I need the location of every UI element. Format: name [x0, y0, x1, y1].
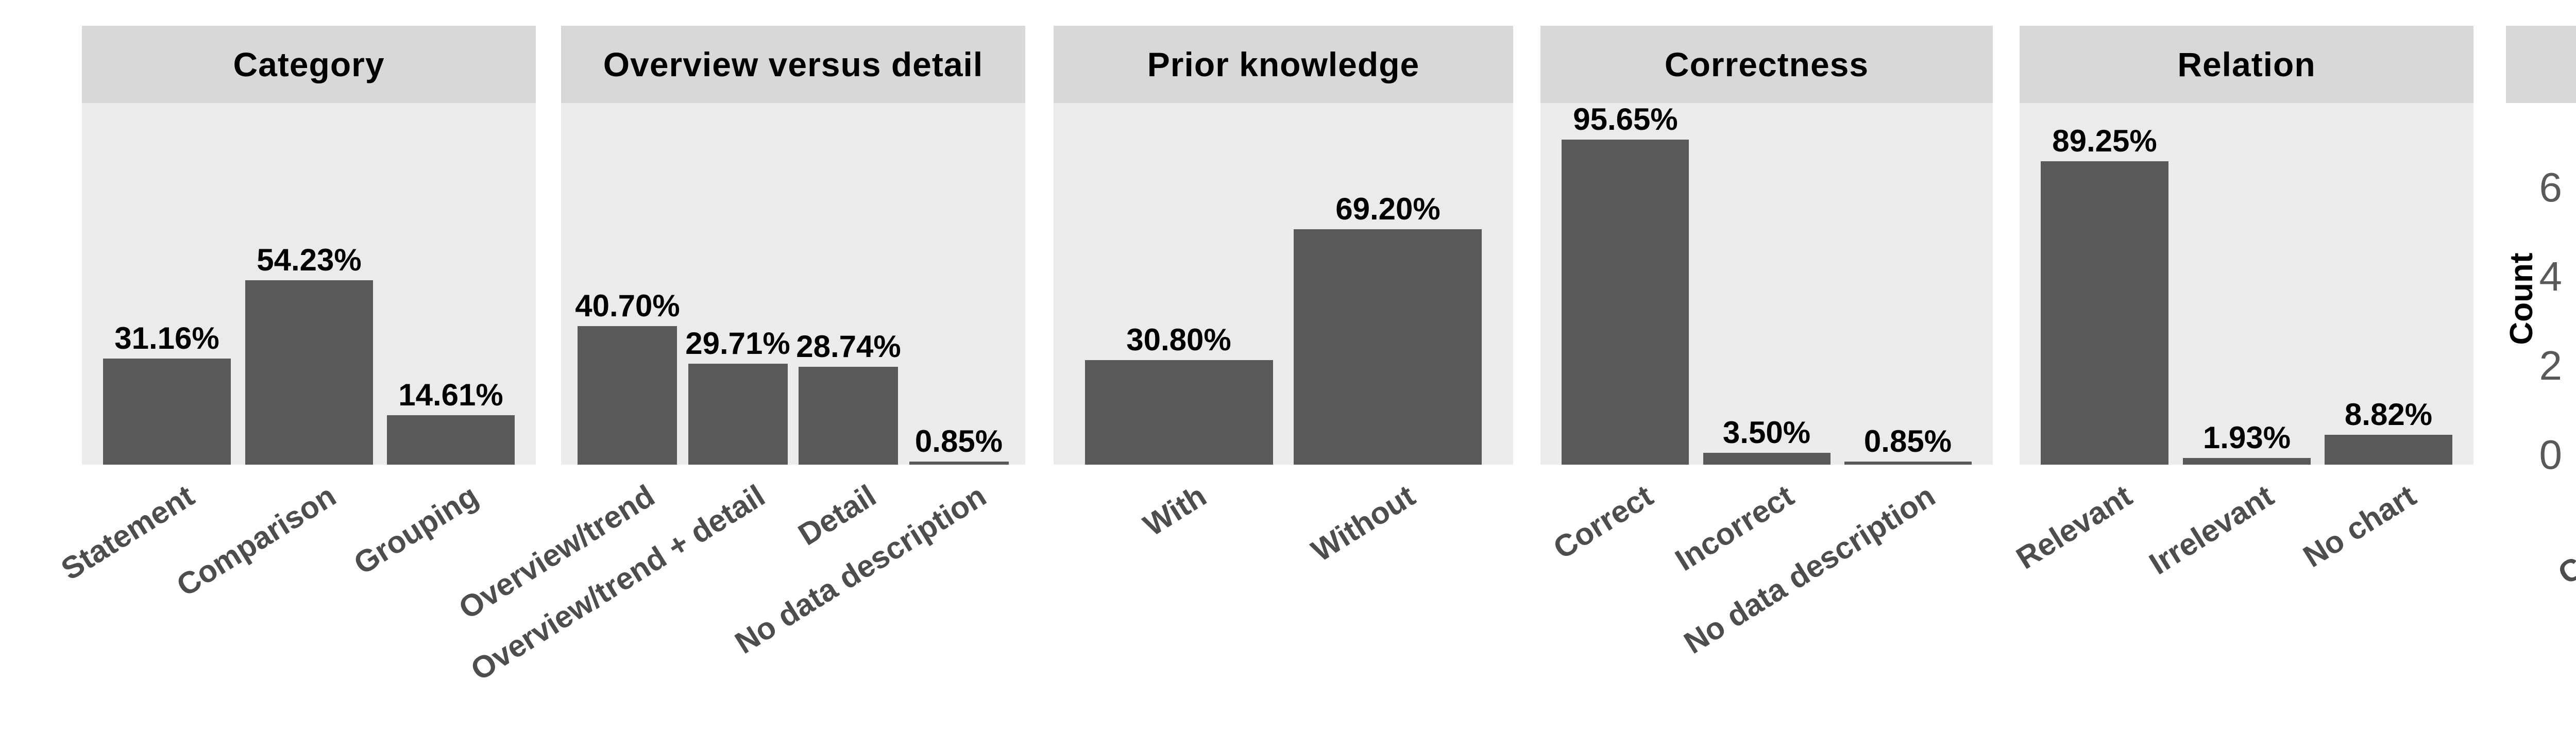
bar-grouping [387, 415, 515, 465]
bar-value-label: 0.85% [1863, 424, 1952, 458]
x-tick-label: Detail [792, 478, 882, 552]
panel-title: Category [82, 26, 536, 103]
x-tick-label: Irrelevant [2143, 478, 2280, 582]
panel-title-text: Correctness [1664, 45, 1869, 83]
bar-value-label: 31.16% [114, 321, 219, 355]
bar-value-label: 89.25% [2052, 124, 2157, 158]
bar-value-label: 1.93% [2202, 420, 2291, 455]
bar-value-label: 3.50% [1722, 415, 1811, 450]
panel-header [2506, 26, 2576, 103]
bar-comparison [245, 280, 373, 465]
bar-value-label: 29.71% [685, 326, 790, 361]
x-tick-label: No chart [2297, 478, 2422, 574]
panel-title-text: Category [233, 45, 385, 83]
panel-header [1540, 26, 1993, 103]
panel-title-text: Prior knowledge [1147, 45, 1420, 83]
bar-overview-trend-detail [688, 364, 788, 465]
bar-value-label: 95.65% [1573, 102, 1678, 137]
bar-relevant [2041, 161, 2168, 465]
x-tick-label: Comparison [171, 478, 342, 603]
bar-value-label: 30.80% [1126, 322, 1231, 357]
bar-value-label: 0.85% [914, 424, 1003, 458]
panel-title: Prior knowledge [1054, 26, 1513, 103]
x-tick-label: Grouping [348, 478, 484, 582]
bar-value-label: 40.70% [575, 288, 680, 323]
panel-title: Entities mentioned [2506, 26, 2576, 103]
y-tick-label: 0 [2539, 432, 2563, 478]
x-tick-label: No data description [1677, 478, 1941, 660]
bar-overview-trend [578, 326, 677, 465]
x-tick-label: Incorrect [1669, 478, 1800, 578]
y-tick-label: 4 [2539, 253, 2563, 299]
panel-title-text: Relation [2177, 45, 2316, 83]
panel-title: Relation [2020, 26, 2473, 103]
panel-header [1054, 26, 1513, 103]
y-tick-label: 2 [2539, 343, 2563, 388]
bar-irrelevant [2183, 458, 2311, 465]
panel-header [561, 26, 1025, 103]
x-tick-label: Correct [1547, 478, 1659, 566]
bar-incorrect [1703, 453, 1831, 465]
panel-header [2020, 26, 2473, 103]
panel-title: Overview versus detail [561, 26, 1025, 103]
bar-no-data-description [909, 462, 1009, 465]
panel-title-text: Overview versus detail [603, 45, 984, 83]
panel-header [82, 26, 536, 103]
x-tick-label: Without [1306, 478, 1421, 569]
y-axis-title: Count [2504, 252, 2539, 345]
bar-correct [1562, 140, 1689, 465]
x-tick-label: With [1137, 478, 1212, 543]
x-tick-label: Countries [2552, 485, 2576, 591]
bar-detail [799, 367, 898, 465]
bar-value-label: 69.20% [1335, 192, 1440, 226]
bar-value-label: 8.82% [2344, 397, 2433, 432]
bar-without [1294, 229, 1482, 465]
x-tick-label: Relevant [2010, 478, 2138, 576]
bar-no-chart [2325, 435, 2452, 465]
bar-statement [103, 359, 231, 465]
bar-value-label: 28.74% [796, 329, 901, 364]
bar-value-label: 54.23% [257, 243, 362, 277]
y-tick-label: 6 [2539, 164, 2563, 210]
bar-value-label: 14.61% [398, 378, 503, 412]
panel-title: Correctness [1540, 26, 1993, 103]
bar-with [1085, 360, 1273, 465]
bar-no-data-description [1844, 462, 1972, 465]
